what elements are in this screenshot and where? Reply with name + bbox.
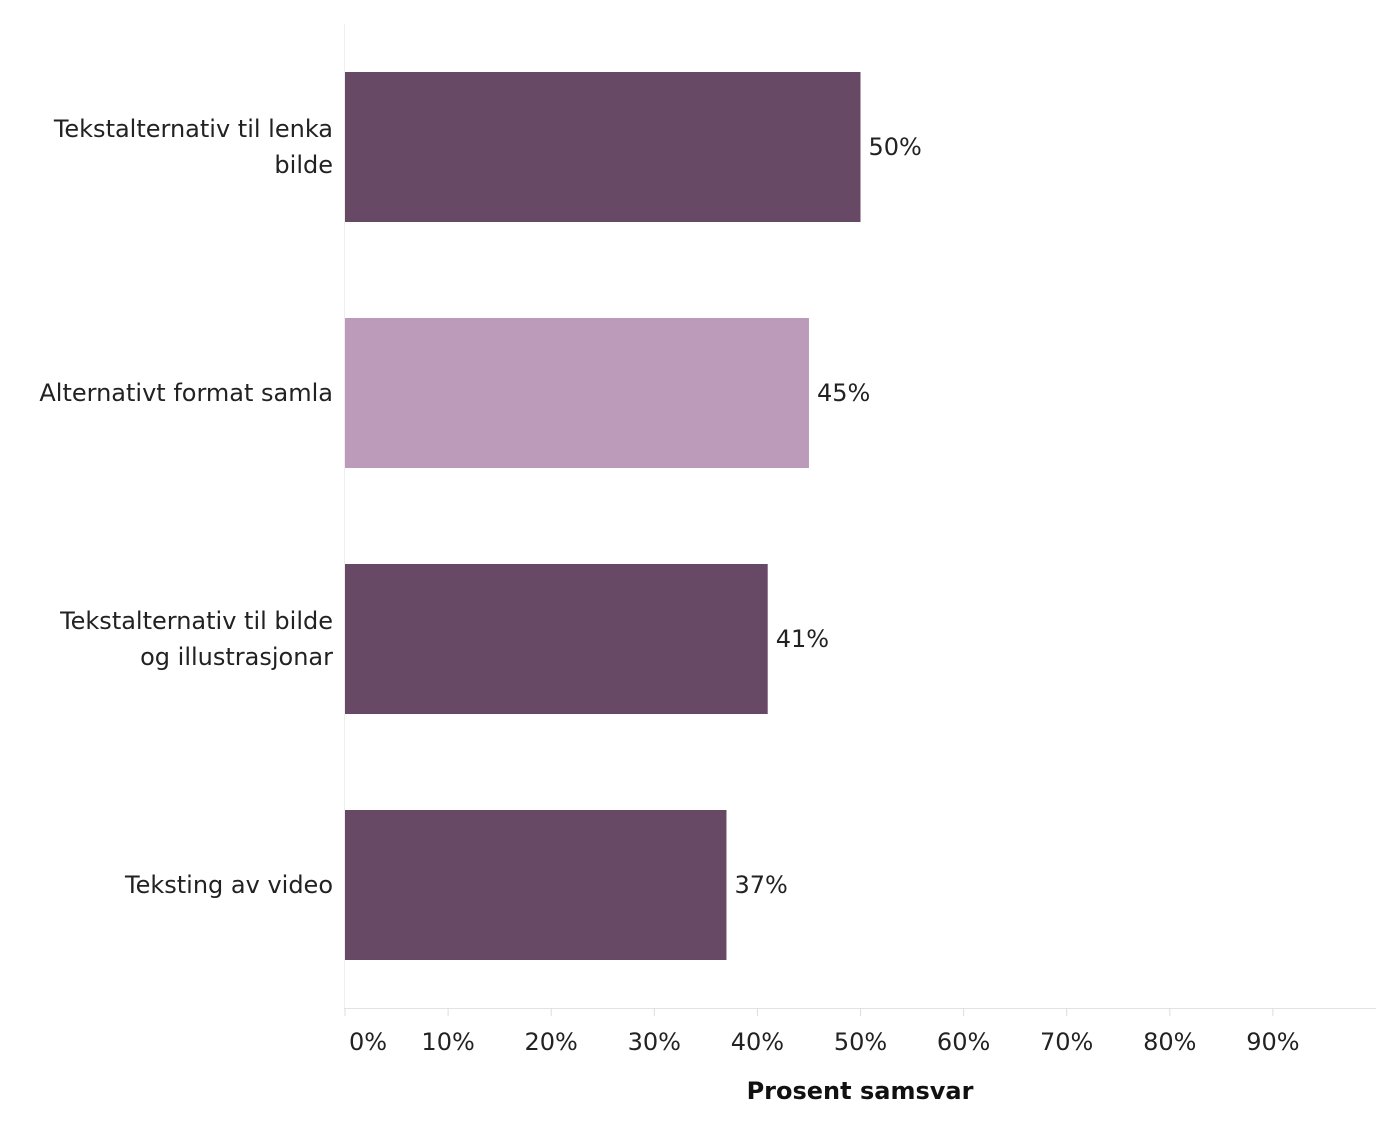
bar: [345, 72, 861, 222]
x-tick-label: 60%: [937, 1028, 990, 1056]
x-tick-label: 40%: [731, 1028, 784, 1056]
data-label: 41%: [776, 625, 829, 653]
x-tick-label: 80%: [1143, 1028, 1196, 1056]
category-label: og illustrasjonar: [140, 643, 333, 671]
x-tick-label: 0%: [349, 1028, 387, 1056]
category-label: Tekstalternativ til bilde: [59, 607, 333, 635]
category-labels-group: Tekstalternativ til lenka bilde Alternativ…: [39, 115, 333, 899]
data-label: 45%: [817, 379, 870, 407]
category-label: Tekstalternativ til lenka: [53, 115, 333, 143]
x-tick-label: 50%: [834, 1028, 887, 1056]
x-tick-label: 70%: [1040, 1028, 1093, 1056]
bars-group: [345, 72, 861, 960]
x-tick-label: 90%: [1246, 1028, 1299, 1056]
category-label: Alternativt format samla: [39, 379, 333, 407]
x-axis-title: Prosent samsvar: [747, 1077, 974, 1105]
data-label: 37%: [734, 871, 787, 899]
category-label: Teksting av video: [124, 871, 333, 899]
x-tick-label: 30%: [628, 1028, 681, 1056]
x-tick-label: 20%: [525, 1028, 578, 1056]
data-label: 50%: [869, 133, 922, 161]
bar: [345, 810, 727, 960]
data-labels-group: 50% 45% 41% 37%: [734, 133, 921, 899]
bar: [345, 564, 768, 714]
x-ticks-group: 0% 10% 20% 30% 40% 50% 60% 70% 80% 90%: [344, 1008, 1300, 1056]
category-label: bilde: [274, 151, 333, 179]
x-tick-label: 10%: [421, 1028, 474, 1056]
bar: [345, 318, 809, 468]
